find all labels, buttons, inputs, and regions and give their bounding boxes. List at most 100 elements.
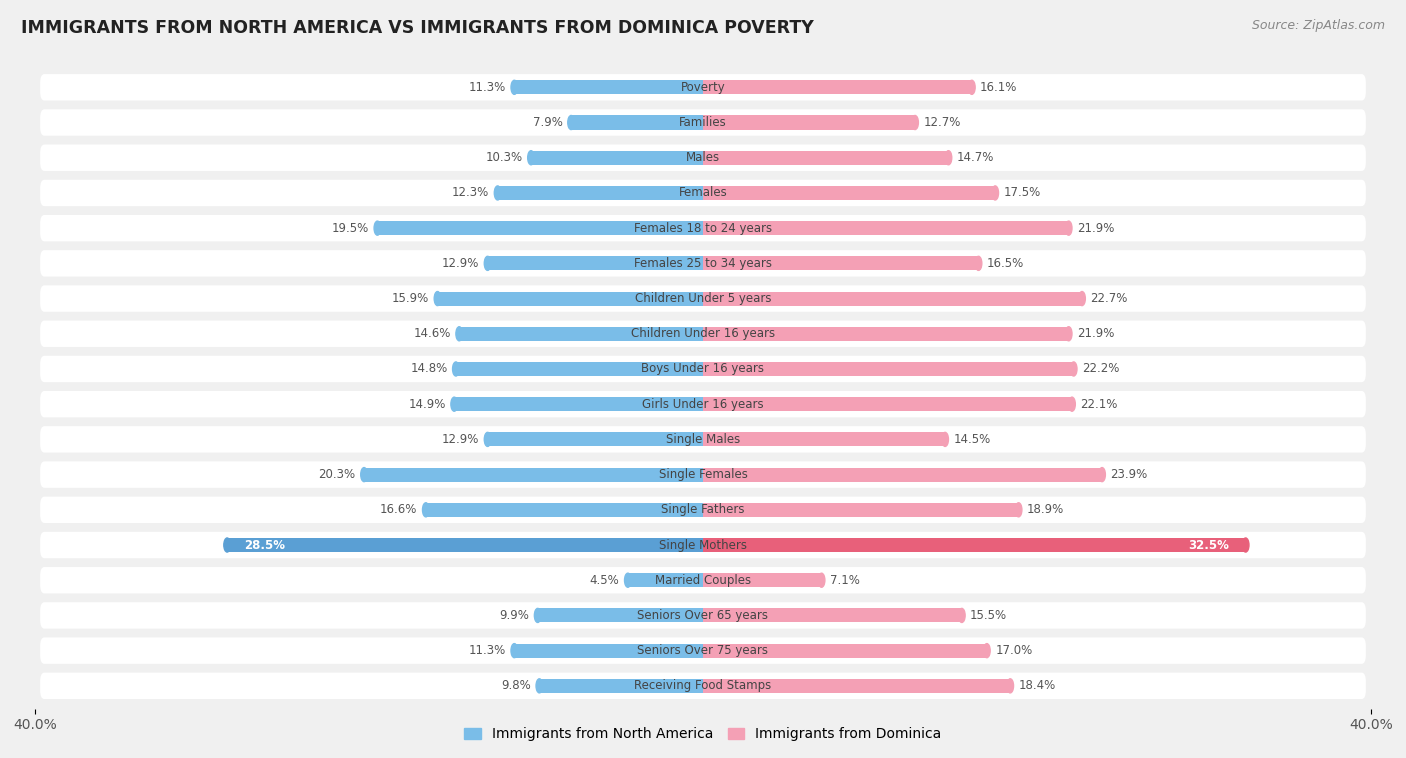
Bar: [703, 115, 915, 130]
Circle shape: [361, 468, 367, 481]
Bar: [460, 327, 703, 341]
Circle shape: [942, 432, 949, 446]
Legend: Immigrants from North America, Immigrants from Dominica: Immigrants from North America, Immigrant…: [458, 722, 948, 747]
Text: 15.5%: 15.5%: [970, 609, 1007, 622]
Text: 16.1%: 16.1%: [980, 81, 1018, 94]
Bar: [703, 573, 821, 587]
Bar: [515, 80, 703, 94]
Text: Single Males: Single Males: [666, 433, 740, 446]
FancyBboxPatch shape: [41, 109, 1365, 136]
FancyBboxPatch shape: [41, 532, 1365, 558]
Bar: [703, 397, 1071, 412]
Text: 7.1%: 7.1%: [830, 574, 859, 587]
Text: Seniors Over 75 years: Seniors Over 75 years: [637, 644, 769, 657]
Circle shape: [624, 573, 631, 587]
Bar: [515, 644, 703, 658]
FancyBboxPatch shape: [41, 496, 1365, 523]
Text: 11.3%: 11.3%: [468, 81, 506, 94]
Bar: [488, 432, 703, 446]
Circle shape: [568, 115, 575, 130]
Circle shape: [495, 186, 501, 200]
FancyBboxPatch shape: [41, 250, 1365, 277]
Text: 10.3%: 10.3%: [485, 152, 523, 164]
Circle shape: [945, 151, 952, 164]
Bar: [437, 292, 703, 305]
Bar: [454, 397, 703, 412]
Text: 12.9%: 12.9%: [441, 433, 479, 446]
Bar: [703, 503, 1018, 517]
Text: Boys Under 16 years: Boys Under 16 years: [641, 362, 765, 375]
Circle shape: [1243, 538, 1249, 552]
Circle shape: [818, 573, 825, 587]
Circle shape: [1007, 679, 1014, 693]
Circle shape: [959, 609, 965, 622]
Text: 11.3%: 11.3%: [468, 644, 506, 657]
Circle shape: [484, 256, 491, 271]
Text: Single Females: Single Females: [658, 468, 748, 481]
Circle shape: [434, 292, 441, 305]
Bar: [703, 327, 1069, 341]
FancyBboxPatch shape: [41, 672, 1365, 699]
Text: 28.5%: 28.5%: [243, 538, 285, 552]
Text: 12.7%: 12.7%: [924, 116, 960, 129]
Text: 32.5%: 32.5%: [1188, 538, 1229, 552]
Circle shape: [1066, 327, 1071, 341]
Circle shape: [224, 538, 231, 552]
Bar: [703, 538, 1246, 552]
Text: 19.5%: 19.5%: [332, 221, 368, 235]
Circle shape: [991, 186, 998, 200]
Text: 22.7%: 22.7%: [1091, 292, 1128, 305]
Text: 14.5%: 14.5%: [953, 433, 991, 446]
Text: Single Mothers: Single Mothers: [659, 538, 747, 552]
Bar: [571, 115, 703, 130]
Bar: [628, 573, 703, 587]
Bar: [703, 644, 987, 658]
Text: 14.7%: 14.7%: [956, 152, 994, 164]
Text: 9.9%: 9.9%: [499, 609, 529, 622]
Circle shape: [976, 256, 981, 271]
Text: 21.9%: 21.9%: [1077, 221, 1115, 235]
Circle shape: [1078, 292, 1085, 305]
Text: 21.9%: 21.9%: [1077, 327, 1115, 340]
Bar: [540, 679, 703, 693]
Text: 16.6%: 16.6%: [380, 503, 418, 516]
Text: Married Couples: Married Couples: [655, 574, 751, 587]
Circle shape: [453, 362, 460, 376]
Circle shape: [1098, 468, 1105, 481]
Circle shape: [534, 609, 541, 622]
Text: Single Fathers: Single Fathers: [661, 503, 745, 516]
Text: Source: ZipAtlas.com: Source: ZipAtlas.com: [1251, 19, 1385, 32]
FancyBboxPatch shape: [41, 285, 1365, 312]
Circle shape: [969, 80, 976, 94]
Circle shape: [456, 327, 463, 341]
Text: 18.4%: 18.4%: [1018, 679, 1056, 692]
Text: 7.9%: 7.9%: [533, 116, 562, 129]
FancyBboxPatch shape: [41, 356, 1365, 382]
FancyBboxPatch shape: [41, 567, 1365, 594]
Circle shape: [911, 115, 918, 130]
FancyBboxPatch shape: [41, 602, 1365, 628]
Circle shape: [451, 397, 457, 412]
Text: Families: Families: [679, 116, 727, 129]
Circle shape: [1066, 221, 1071, 235]
Text: 12.9%: 12.9%: [441, 257, 479, 270]
Circle shape: [510, 644, 517, 658]
Text: Receiving Food Stamps: Receiving Food Stamps: [634, 679, 772, 692]
Bar: [377, 221, 703, 235]
Text: 22.2%: 22.2%: [1083, 362, 1119, 375]
Bar: [703, 292, 1083, 305]
Bar: [456, 362, 703, 376]
Text: 15.9%: 15.9%: [392, 292, 429, 305]
Bar: [537, 609, 703, 622]
Bar: [703, 362, 1074, 376]
Text: Females 18 to 24 years: Females 18 to 24 years: [634, 221, 772, 235]
FancyBboxPatch shape: [41, 391, 1365, 418]
Circle shape: [527, 151, 534, 164]
Text: 14.8%: 14.8%: [411, 362, 447, 375]
Bar: [703, 679, 1010, 693]
Circle shape: [510, 80, 517, 94]
Text: 4.5%: 4.5%: [589, 574, 620, 587]
Circle shape: [1070, 362, 1077, 376]
Bar: [703, 80, 972, 94]
FancyBboxPatch shape: [41, 321, 1365, 347]
